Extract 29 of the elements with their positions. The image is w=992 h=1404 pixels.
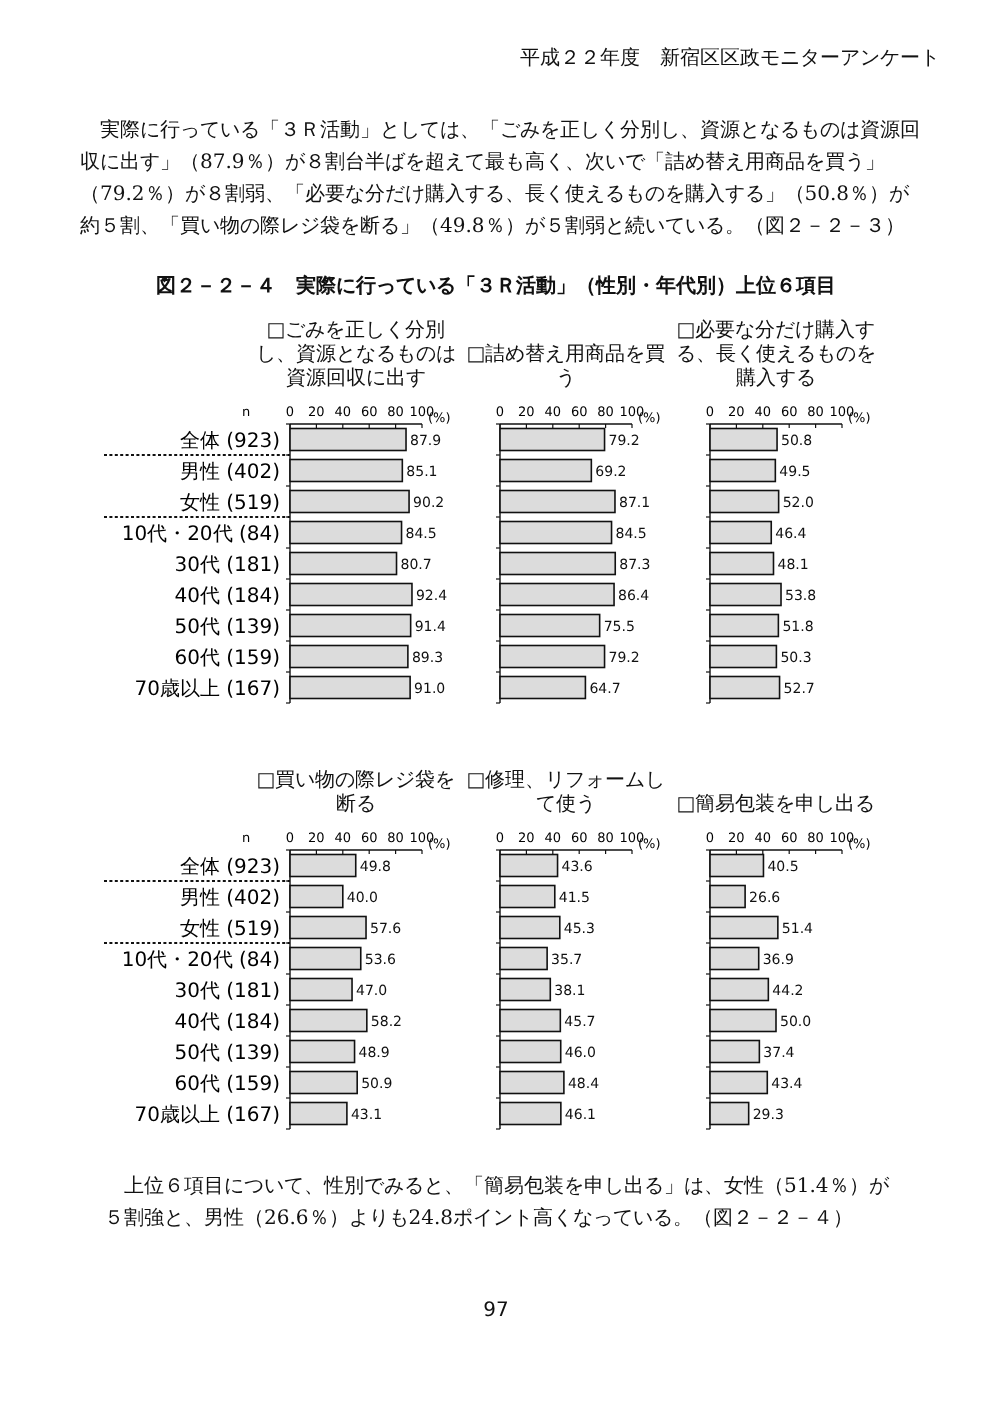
y-tick-label: 男性 (402) — [179, 459, 281, 484]
chart-title: □詰め替え用商品を買う — [464, 344, 668, 392]
chart-title: □ごみを正しく分別し、資源となるものは資源回収に出す — [254, 320, 458, 392]
y-tick-label: 70歳以上 (167) — [134, 1102, 281, 1127]
y-tick-label: 50代 (139) — [174, 616, 281, 639]
y-tick-label: 30代 (181) — [174, 554, 281, 577]
y-tick-label: 10代・20代 (84) — [121, 523, 281, 546]
chart-title: □簡易包装を申し出る — [674, 794, 878, 818]
y-tick-label: 全体 (923) — [179, 428, 281, 453]
text: 上位６項目について、性別でみると、「簡易包装を申し出る」は、女性（51.4％）が５割強と、男性（26.6％）よりも24.8ポイント高くなっている。（図２－２－４） — [104, 1173, 891, 1234]
y-tick-label: 女性 (519) — [179, 916, 281, 941]
text: 実際に行っている「３Ｒ活動」としては、「ごみを正しく分別し、資源となるものは資源回収に出す」（87.9％）が８割台半ばを超えて最も高く、次いで「詰め替え用商品を買う」（79.2％）が８割弱、「必要な分だけ購入する、長く使えるものを購入する」（50.8％）が約５割、「買い物の際レジ袋を断る」（49.8％）が５割弱と続いている。（図２－２－３） — [80, 117, 920, 242]
y-tick-label: 女性 (519) — [179, 490, 281, 515]
text: 平成２２年度 新宿区区政モニターアンケート — [518, 45, 940, 72]
text: 97 — [481, 1300, 511, 1322]
chart-title: □必要な分だけ購入する、長く使えるものを購入する — [674, 320, 878, 392]
y-tick-label: 30代 (181) — [174, 980, 281, 1003]
caption: 図２－２－４ 実際に行っている「３Ｒ活動」（性別・年代別）上位６項目 — [154, 272, 838, 300]
y-tick-label: 60代 (159) — [174, 647, 281, 670]
chart-title: □修理、リフォームして使う — [464, 770, 668, 818]
chart-title: □買い物の際レジ袋を断る — [254, 770, 458, 818]
y-tick-label: 40代 (184) — [174, 585, 281, 608]
y-tick-label: 男性 (402) — [179, 885, 281, 910]
y-tick-label: 40代 (184) — [174, 1011, 281, 1034]
y-tick-label: 10代・20代 (84) — [121, 949, 281, 972]
y-tick-label: 全体 (923) — [179, 854, 281, 879]
y-tick-label: 50代 (139) — [174, 1042, 281, 1065]
y-tick-label: 70歳以上 (167) — [134, 676, 281, 701]
y-tick-label: 60代 (159) — [174, 1073, 281, 1096]
